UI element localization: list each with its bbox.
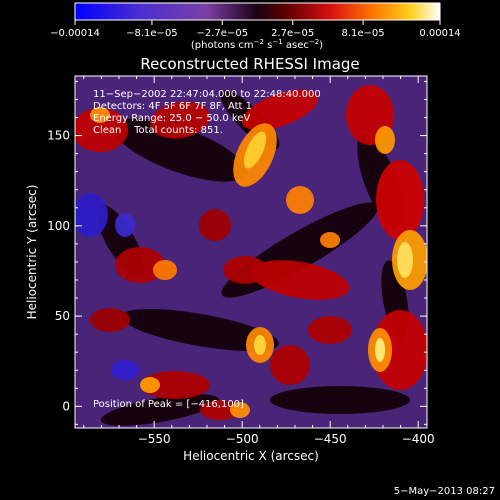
colorbar-tick-label: 2.7e−05	[271, 28, 314, 39]
image-blob	[397, 242, 413, 278]
image-blob	[320, 232, 340, 248]
image-blob	[90, 107, 110, 123]
x-tick-label: −400	[402, 432, 435, 446]
image-blob	[75, 108, 128, 152]
image-blob	[375, 338, 385, 362]
image-blob	[140, 371, 210, 399]
x-axis-label: Heliocentric X (arcsec)	[183, 449, 319, 463]
image-blob	[243, 131, 267, 169]
image-blob	[115, 213, 135, 237]
y-tick-label: 50	[55, 309, 70, 323]
plot-frame	[74, 75, 428, 429]
image-blob	[270, 345, 310, 385]
image-blob	[100, 394, 220, 426]
annotation-block: 11−Sep−2002 22:47:04.000 to 22:48:40.000…	[93, 89, 321, 136]
y-tick-label: 100	[47, 219, 70, 233]
image-blob	[223, 256, 267, 284]
y-tick-label: 150	[47, 129, 70, 143]
colorbar-tick-label: 8.1e−05	[342, 28, 385, 39]
peak-position-label: Position of Peak = [−416,100]	[93, 399, 244, 410]
x-tick-label: −500	[226, 432, 259, 446]
x-tick-label: −450	[314, 432, 347, 446]
image-blob	[90, 308, 130, 332]
image-blob	[140, 377, 160, 393]
image-blob	[270, 386, 410, 414]
image-blob	[308, 316, 352, 344]
axis-ticks: −550 −500 −450 −400 0 50 100 150	[47, 76, 435, 446]
annotation-line-detectors: Detectors: 4F 5F 6F 7F 8F, Att 1	[93, 101, 252, 112]
y-tick-label: 0	[62, 399, 70, 413]
image-blob	[230, 402, 250, 418]
image-blob	[376, 160, 424, 240]
colorbar-tick-label: −8.1e−05	[126, 28, 178, 39]
colorbar-tick-label: −0.00014	[50, 28, 100, 39]
colorbar	[74, 2, 441, 21]
annotation-line-energy: Energy Range: 25.0 − 50.0 keV	[93, 113, 250, 124]
chart-title: Reconstructed RHESSI Image	[140, 55, 359, 73]
x-tick-label: −550	[138, 432, 171, 446]
colorbar-units: (photons cm−2 s−1 asec−2)	[191, 38, 323, 51]
image-blob	[254, 335, 266, 355]
heatmap-image	[75, 76, 427, 428]
image-blob	[286, 186, 314, 214]
colorbar-tick-label: 0.00014	[419, 28, 460, 39]
image-blob	[121, 308, 279, 352]
footer-timestamp: 5−May−2013 08:27	[394, 486, 495, 497]
image-blob	[372, 310, 427, 390]
colorbar-ticks: −0.00014 −8.1e−05 −2.7e−05 2.7e−05 8.1e−05 0.…	[50, 20, 461, 39]
image-blob	[375, 126, 395, 154]
image-blob	[250, 260, 350, 300]
image-blob	[75, 193, 108, 237]
image-blob	[153, 260, 177, 280]
image-blob	[113, 118, 247, 182]
image-blob	[200, 400, 240, 420]
image-blob	[242, 89, 318, 131]
image-blob	[115, 247, 165, 283]
annotation-line-time: 11−Sep−2002 22:47:04.000 to 22:48:40.000	[93, 89, 321, 100]
y-axis-label: Heliocentric Y (arcsec)	[25, 185, 39, 320]
image-blob	[199, 209, 231, 241]
annotation-line-clean: Clean Total counts: 851.	[93, 125, 223, 136]
colorbar-tick-label: −2.7e−05	[197, 28, 249, 39]
image-blob	[150, 101, 210, 139]
image-blob	[111, 360, 139, 380]
